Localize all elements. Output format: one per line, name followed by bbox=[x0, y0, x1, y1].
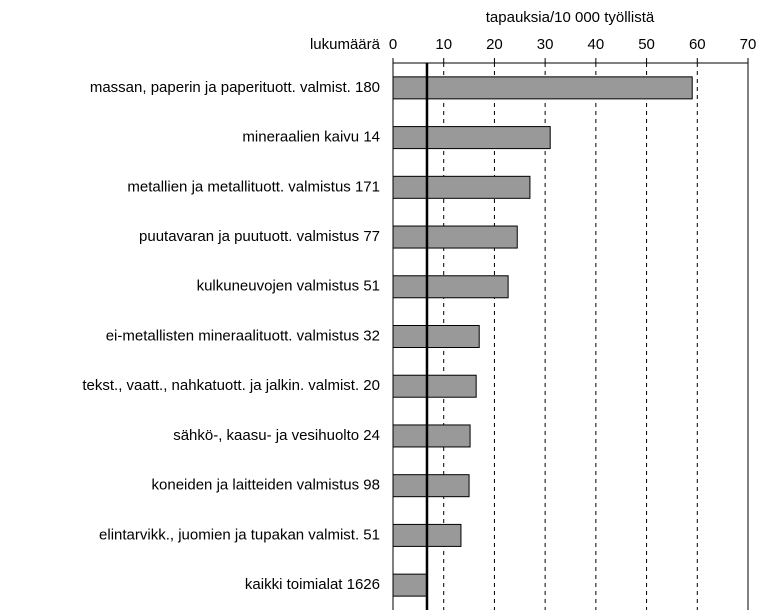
bar bbox=[392, 175, 531, 199]
x-tick-label: 20 bbox=[486, 36, 503, 53]
x-tick-label: 40 bbox=[588, 36, 605, 53]
x-tick-label: 70 bbox=[740, 36, 757, 53]
x-tick-label: 30 bbox=[537, 36, 554, 53]
category-label: elintarvikk., juomien ja tupakan valmist… bbox=[99, 526, 380, 543]
x-tick-label: 10 bbox=[435, 36, 452, 53]
category-label: tekst., vaatt., nahkatuott. ja jalkin. v… bbox=[82, 377, 380, 394]
category-label: sähkö-, kaasu- ja vesihuolto 24 bbox=[173, 427, 380, 444]
bar bbox=[392, 424, 471, 448]
category-label: puutavaran ja puutuott. valmistus 77 bbox=[139, 228, 380, 245]
axis-title: tapauksia/10 000 työllistä bbox=[486, 9, 655, 26]
category-label: metallien ja metallituott. valmistus 171 bbox=[127, 178, 380, 195]
bar bbox=[392, 573, 428, 597]
category-label: kaikki toimialat 1626 bbox=[245, 576, 380, 593]
bar bbox=[392, 474, 470, 498]
category-label: mineraalien kaivu 14 bbox=[242, 129, 380, 146]
bar bbox=[392, 325, 480, 348]
bar bbox=[392, 275, 509, 299]
x-tick-label: 50 bbox=[638, 36, 655, 53]
bar bbox=[392, 76, 693, 100]
category-axis-title: lukumäärä bbox=[310, 36, 381, 53]
bar bbox=[392, 126, 551, 150]
bar bbox=[392, 374, 477, 398]
bar bbox=[392, 225, 518, 249]
category-label: koneiden ja laitteiden valmistus 98 bbox=[152, 477, 380, 494]
category-label: massan, paperin ja paperituott. valmist.… bbox=[90, 79, 380, 96]
x-tick-label: 0 bbox=[389, 36, 397, 53]
category-label: kulkuneuvojen valmistus 51 bbox=[197, 278, 380, 295]
x-tick-label: 60 bbox=[689, 36, 706, 53]
category-label: ei-metallisten mineraalituott. valmistus… bbox=[106, 327, 380, 344]
